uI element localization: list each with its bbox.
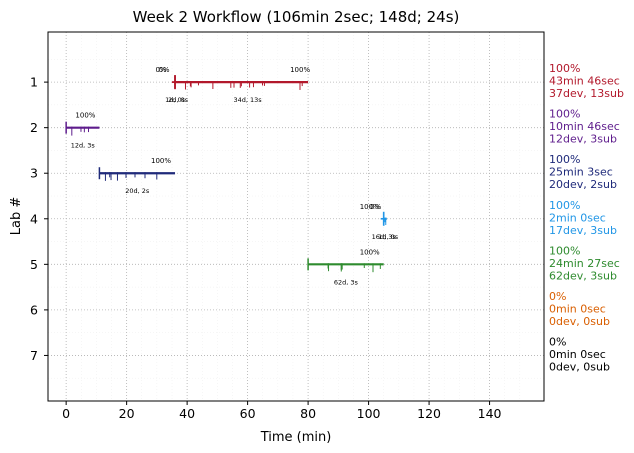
segment-percent-label: 100% [75, 112, 95, 120]
lab-summary-line: 2min 0sec [549, 211, 606, 224]
y-axis-label: Lab # [9, 197, 24, 236]
y-tick-label: 1 [30, 75, 38, 90]
lab-summary-line: 100% [549, 62, 580, 75]
y-tick-label: 6 [30, 302, 38, 317]
x-axis: 0 20 40 60 80 100 120 140 [62, 401, 502, 421]
segment-duration-label: 16d, 3s [372, 233, 397, 241]
lab-summary-line: 43min 46sec [549, 75, 620, 88]
lab-summary-line: 0min 0sec [549, 348, 606, 361]
y-axis: 1 2 3 4 5 6 7 [30, 75, 48, 363]
segment-duration-label: 62d, 3s [334, 278, 359, 286]
segment-duration-label: 1d, 0s [378, 233, 399, 241]
lab-summary-line: 0min 0sec [549, 302, 606, 315]
segment-duration-label: 34d, 13s [233, 96, 262, 104]
plot-frame [47, 31, 545, 402]
segment-percent-label: 100% [151, 157, 171, 165]
segment-duration-label: 2d, 0s [168, 96, 189, 104]
x-tick-label: 100 [357, 406, 381, 421]
lab-summary-line: 20dev, 2sub [549, 178, 617, 191]
segment-percent-label: 100% [360, 203, 380, 211]
x-tick-label: 20 [119, 406, 135, 421]
lab-summary-line: 100% [549, 153, 580, 166]
x-tick-label: 0 [62, 406, 70, 421]
x-tick-label: 120 [417, 406, 441, 421]
lab-summary-line: 37dev, 13sub [549, 87, 624, 100]
y-tick-label: 7 [30, 348, 38, 363]
lab-summary-line: 100% [549, 108, 580, 121]
lab-summary-line: 100% [549, 244, 580, 257]
y-tick-label: 4 [30, 211, 38, 226]
segment-percent-label: 100% [290, 66, 310, 74]
segment-duration-label: 12d, 3s [71, 142, 96, 150]
x-tick-label: 40 [179, 406, 195, 421]
segment-duration-label: 20d, 2s [125, 187, 150, 195]
lab-summary-line: 0dev, 0sub [549, 315, 610, 328]
y-tick-label: 2 [30, 120, 38, 135]
lab-summary-line: 17dev, 3sub [549, 224, 617, 237]
lab-summary-line: 12dev, 3sub [549, 133, 617, 146]
segment-percent-label: 0% [155, 66, 166, 74]
lab-summary-line: 0% [549, 290, 566, 303]
lab-summary-line: 25min 3sec [549, 166, 613, 179]
x-tick-label: 80 [300, 406, 316, 421]
x-tick-label: 140 [478, 406, 502, 421]
segment-percent-label: 0% [370, 203, 381, 211]
lab-summary-line: 24min 27sec [549, 257, 620, 270]
y-tick-label: 5 [30, 257, 38, 272]
chart-title: Week 2 Workflow (106min 2sec; 148d; 24s) [133, 8, 460, 26]
y-tick-label: 3 [30, 166, 38, 181]
lab-summary-line: 62dev, 3sub [549, 269, 617, 282]
segment-percent-label: 0% [158, 66, 169, 74]
segment-duration-label: 1d, 0s [165, 96, 186, 104]
x-tick-label: 60 [240, 406, 256, 421]
segment-percent-label: 100% [360, 248, 380, 256]
lab-summary-line: 0% [549, 335, 566, 348]
lab-summary-line: 0dev, 0sub [549, 360, 610, 373]
lab-summary-line: 100% [549, 199, 580, 212]
lab-summary-line: 10min 46sec [549, 120, 620, 133]
x-axis-label: Time (min) [260, 430, 332, 445]
chart-marks: 0% 1d, 0s 0% 2d, 0s 100% 34d, 13s 100% 12d, 3s 1… [65, 66, 399, 286]
